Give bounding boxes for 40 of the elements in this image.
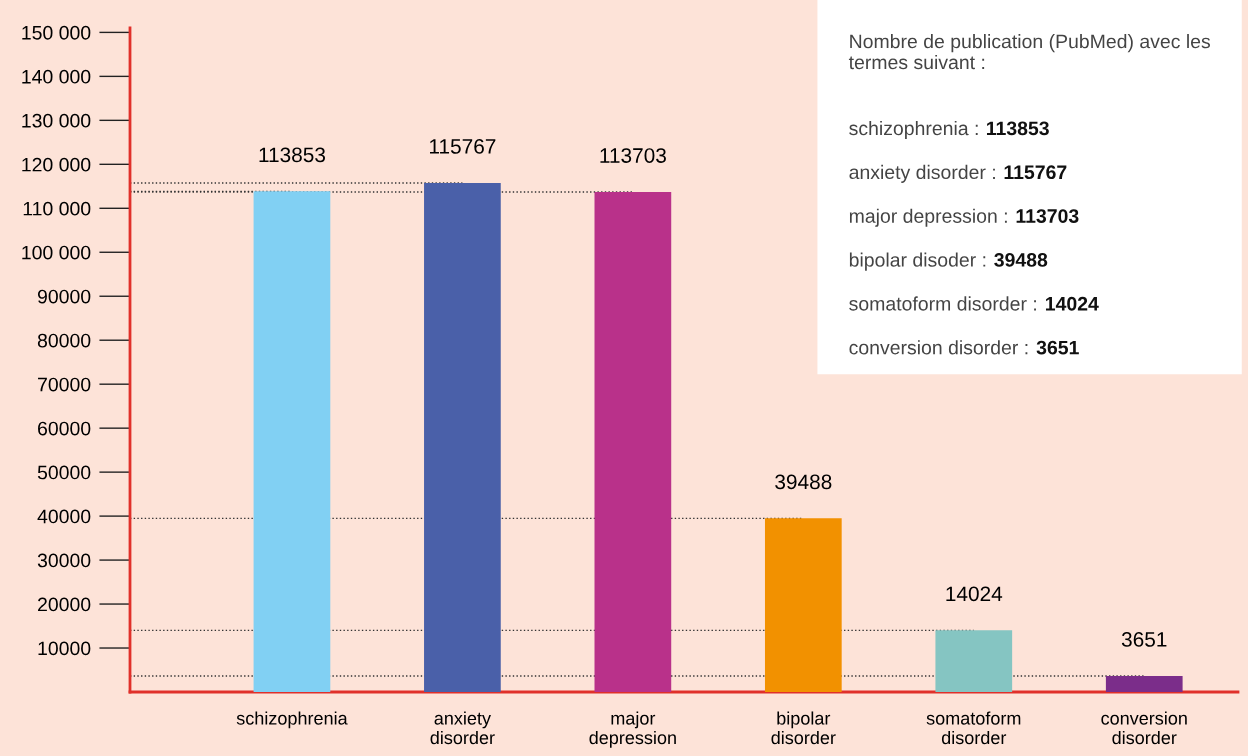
data-label: 113703 xyxy=(600,148,666,163)
y-tick-label: 130 000 xyxy=(22,113,91,128)
y-tick-label: 110 000 xyxy=(23,201,91,216)
annotation: conversion disorder : 3651 xyxy=(849,340,1079,355)
x-tick-label: major depression xyxy=(589,711,676,748)
x-tick-label: somatoform disorder xyxy=(926,711,1021,745)
y-tick-label: 60000 xyxy=(38,421,91,436)
annotation: anxiety disorder : 115767 xyxy=(849,164,1067,183)
y-tick-label: 30000 xyxy=(37,553,91,568)
y-tick-label: 90000 xyxy=(37,289,91,304)
x-tick-label: bipolar disorder xyxy=(771,711,836,745)
x-tick-label: anxiety disorder xyxy=(430,711,495,745)
bar xyxy=(424,182,501,692)
bar xyxy=(594,192,672,692)
y-tick-label: 70000 xyxy=(38,377,91,392)
y-tick-label: 120 000 xyxy=(22,157,91,172)
annotation: Nombre de publication (PubMed) avec les termes suivant : xyxy=(848,34,1211,70)
data-label: 14024 xyxy=(946,586,1003,602)
y-tick-label: 140 000 xyxy=(22,69,91,84)
y-tick-label: 40000 xyxy=(37,509,91,524)
bar xyxy=(764,518,842,692)
y-tick-label: 20000 xyxy=(38,597,91,612)
y-tick-label: 80000 xyxy=(37,333,91,348)
x-tick-label: schizophrenia xyxy=(236,711,348,729)
bar xyxy=(253,191,331,692)
bar xyxy=(1105,675,1183,692)
data-label: 3651 xyxy=(1121,632,1167,647)
bar xyxy=(935,630,1013,692)
y-tick-label: 50000 xyxy=(37,465,91,480)
data-label: 115767 xyxy=(430,139,496,154)
x-tick-label: conversion disorder xyxy=(1101,711,1187,745)
annotation: bipolar disoder : 39488 xyxy=(849,252,1048,271)
y-tick-label: 100 000 xyxy=(22,245,91,260)
y-tick-label: 150 000 xyxy=(22,25,91,40)
y-tick-label: 10000 xyxy=(38,641,91,656)
data-label: 39488 xyxy=(775,474,832,490)
annotation: major depression : 113703 xyxy=(849,208,1079,227)
data-label: 113853 xyxy=(259,147,326,163)
annotation: somatoform disorder : 14024 xyxy=(849,296,1099,311)
annotation: schizophrenia : 113853 xyxy=(849,120,1049,140)
